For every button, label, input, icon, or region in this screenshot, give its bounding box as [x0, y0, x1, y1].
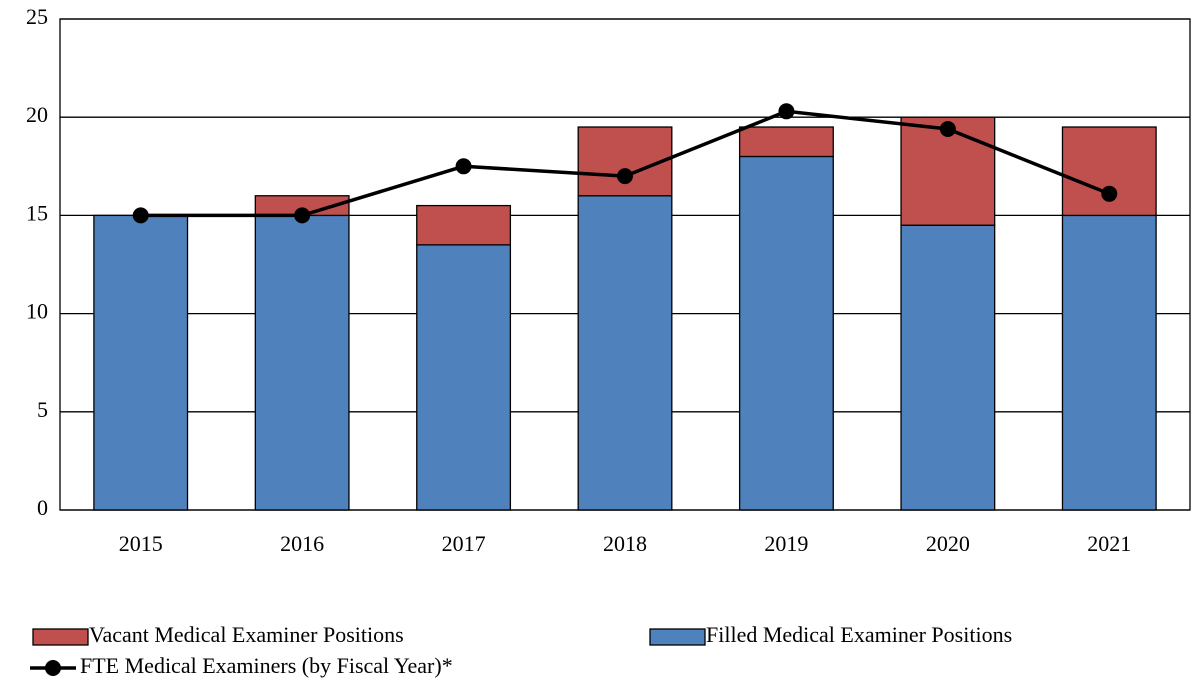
- y-tick-label: 20: [26, 102, 48, 127]
- line-marker: [939, 120, 956, 137]
- line-marker: [132, 207, 149, 224]
- legend-swatch: [649, 628, 706, 646]
- legend-label: FTE Medical Examiners (by Fiscal Year)*: [80, 653, 453, 678]
- bar: [254, 214, 350, 511]
- bar: [93, 214, 189, 511]
- bar: [416, 204, 512, 246]
- x-tick-label: 2021: [1087, 531, 1131, 556]
- x-tick-label: 2017: [442, 531, 486, 556]
- x-tick-label: 2016: [280, 531, 324, 556]
- line-marker: [617, 168, 633, 185]
- x-tick-label: 2015: [119, 531, 163, 556]
- bar: [1061, 126, 1157, 217]
- x-tick-label: 2018: [603, 531, 647, 556]
- x-tick-label: 2019: [764, 531, 808, 556]
- bar: [1061, 214, 1157, 511]
- line-marker: [778, 103, 795, 120]
- bar: [577, 126, 673, 197]
- bar: [416, 244, 512, 511]
- legend-marker: [45, 660, 61, 676]
- line-marker: [1101, 185, 1118, 202]
- bar: [738, 126, 834, 158]
- y-tick-label: 10: [26, 299, 48, 324]
- y-tick-label: 25: [26, 4, 48, 29]
- bar: [577, 195, 673, 511]
- legend-label: Filled Medical Examiner Positions: [706, 622, 1012, 647]
- bar: [738, 155, 834, 511]
- line-marker: [455, 158, 472, 175]
- y-tick-label: 15: [26, 200, 48, 225]
- y-tick-label: 0: [37, 495, 48, 520]
- legend-swatch: [32, 628, 89, 646]
- line-marker: [294, 207, 311, 224]
- legend-label: Vacant Medical Examiner Positions: [89, 622, 404, 647]
- bar: [900, 224, 996, 511]
- y-tick-label: 5: [37, 397, 48, 422]
- x-tick-label: 2020: [926, 531, 970, 556]
